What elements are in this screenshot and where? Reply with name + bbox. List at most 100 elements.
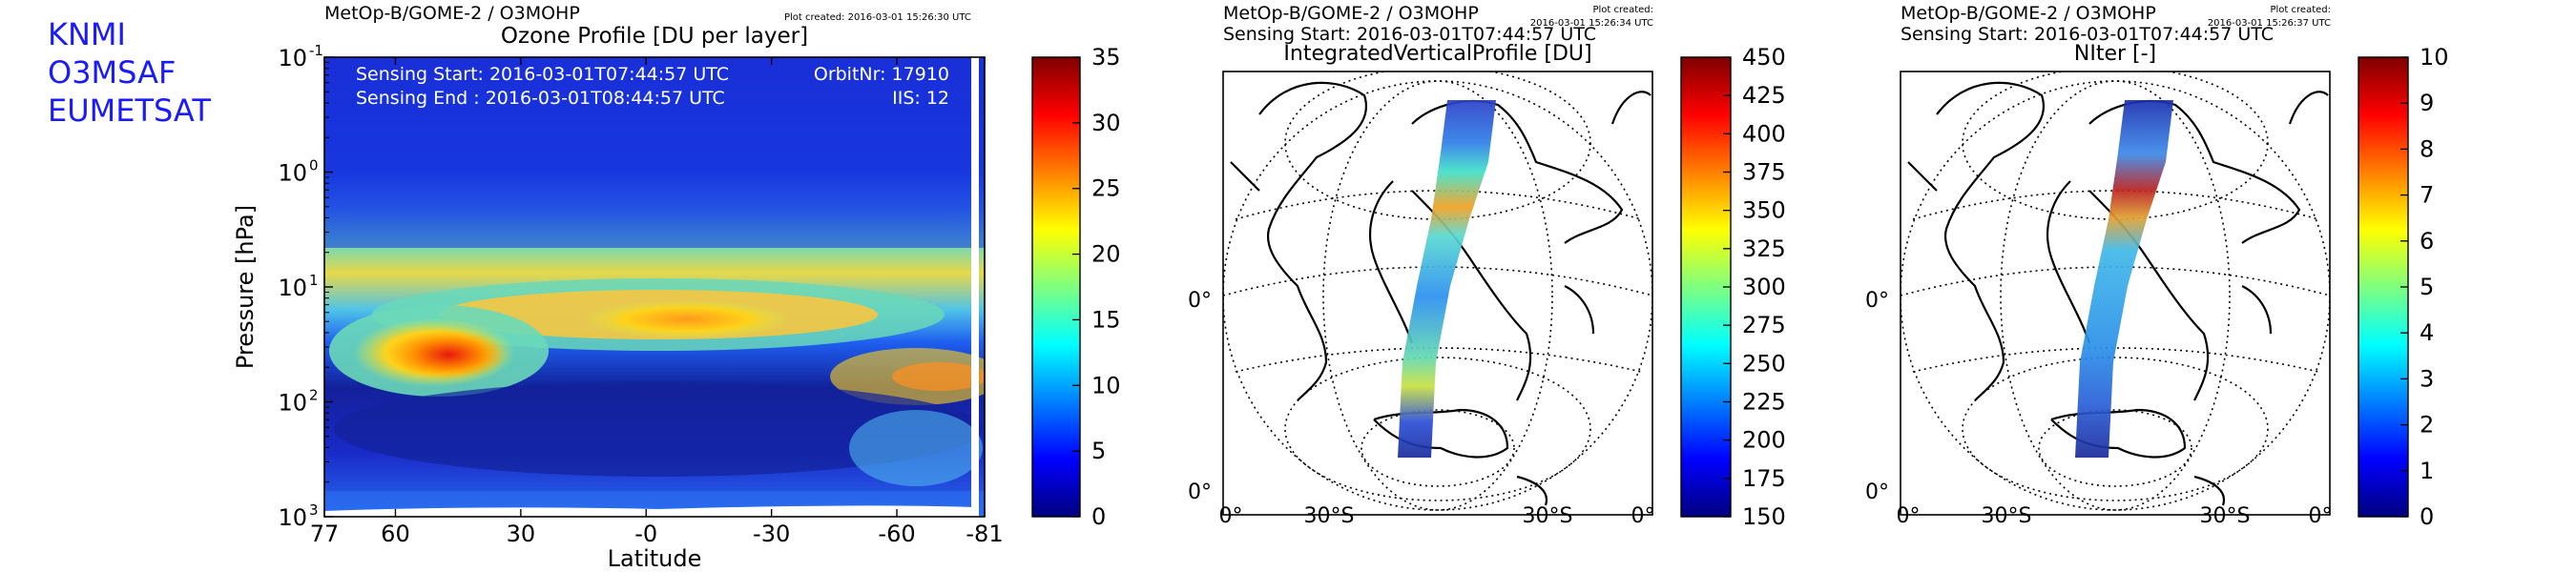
plot-created: 2016-03-01 15:26:34 UTC <box>1530 18 1653 29</box>
y-tick-label: 10 <box>278 504 307 531</box>
colorbar-tick-label: 20 <box>1091 241 1121 268</box>
panel-header: MetOp-B/GOME-2 / O3MOHP <box>324 3 580 24</box>
y-tick-label: 10 <box>278 275 307 301</box>
colorbar-tick-label: 325 <box>1742 235 1786 262</box>
x-axis: 77 60 30 -0 -30 -60 -81 <box>310 57 1004 547</box>
colorbar-tick-label: 35 <box>1091 44 1121 71</box>
map-area <box>1901 72 2330 511</box>
colorbar-tick-label: 10 <box>2420 44 2449 71</box>
panel-niter-map: MetOp-B/GOME-2 / O3MOHP Plot created: 20… <box>1865 3 2449 530</box>
satellite-swath <box>2075 100 2173 458</box>
panel-header: MetOp-B/GOME-2 / O3MOHP <box>1901 3 2156 24</box>
colorbar-tick-label: 0 <box>1091 503 1106 530</box>
lat-label: 0° <box>1865 480 1889 504</box>
x-tick-label: -60 <box>878 521 915 547</box>
colorbar-tick-label: 225 <box>1742 389 1786 416</box>
colorbar-tick-label: 350 <box>1742 197 1786 224</box>
colorbar-ticks: 150 175 200 225 250 275 300 325 350 375 400 425 450 <box>1723 44 1786 530</box>
lon-label: 30°S <box>1982 504 2032 528</box>
colorbar-tick-label: 2 <box>2420 412 2434 439</box>
sensing-end: Sensing End : 2016-03-01T08:44:57 UTC <box>356 88 725 109</box>
y-tick-label: 10 <box>278 45 307 72</box>
chart-title: Ozone Profile [DU per layer] <box>501 24 808 49</box>
panel-integrated-profile-map: MetOp-B/GOME-2 / O3MOHP Plot created: 20… <box>1188 3 1786 530</box>
colorbar-tick-label: 250 <box>1742 350 1786 377</box>
plot-created-label: Plot created: <box>2271 5 2332 15</box>
colorbar-ticks: 0 5 10 15 20 25 30 35 <box>1072 44 1121 530</box>
lon-label: 30°S <box>1304 504 1355 528</box>
colorbar <box>1031 56 1081 518</box>
org-eumetsat: EUMETSAT <box>48 92 211 129</box>
org-knmi: KNMI <box>48 16 126 52</box>
lon-label: 0° <box>1897 504 1921 528</box>
colorbar-tick-label: 400 <box>1742 120 1786 147</box>
colorbar-ticks: 0 1 2 3 4 5 6 7 8 9 10 <box>2400 44 2449 530</box>
y-tick-exponent: 0 <box>309 157 319 174</box>
colorbar-tick-label: 375 <box>1742 159 1786 186</box>
x-tick-label: -81 <box>966 521 1003 547</box>
y-tick-exponent: 1 <box>309 272 319 289</box>
x-tick-label: 77 <box>310 521 340 547</box>
colorbar-tick-label: 175 <box>1742 465 1786 492</box>
org-o3msaf: O3MSAF <box>48 54 177 91</box>
colorbar-tick-label: 15 <box>1091 306 1121 333</box>
colorbar-tick-label: 275 <box>1742 312 1786 338</box>
x-tick-label: -30 <box>753 521 790 547</box>
lon-label: 30°S <box>1523 504 1573 528</box>
colorbar-tick-label: 450 <box>1742 44 1786 71</box>
colorbar-tick-label: 425 <box>1742 82 1786 109</box>
chart-title: NIter [-] <box>2074 42 2156 66</box>
lat-label: 0° <box>1188 480 1212 504</box>
map-area <box>1223 72 1652 511</box>
orbit-number: OrbitNr: 17910 <box>814 64 949 85</box>
colorbar-tick-label: 6 <box>2420 228 2434 255</box>
colorbar-tick-label: 5 <box>1091 438 1106 464</box>
colorbar-tick-label: 25 <box>1091 175 1121 202</box>
iis-value: IIS: 12 <box>892 88 949 109</box>
lat-label: 0° <box>1865 289 1889 313</box>
colorbar-tick-label: 3 <box>2420 365 2434 392</box>
x-tick-label: 30 <box>507 521 536 547</box>
map-frame <box>1222 71 1653 516</box>
colorbar-tick-label: 0 <box>2420 503 2434 530</box>
colorbar-tick-label: 5 <box>2420 274 2434 300</box>
lon-label: 0° <box>2309 504 2333 528</box>
sensing-start: Sensing Start: 2016-03-01T07:44:57 UTC <box>1223 24 1596 45</box>
colorbar-tick-label: 10 <box>1091 372 1121 398</box>
plot-created: Plot created: 2016-03-01 15:26:30 UTC <box>784 12 971 23</box>
y-tick-exponent: -1 <box>309 42 323 59</box>
sensing-start: Sensing Start: 2016-03-01T07:44:57 UTC <box>1901 24 2274 45</box>
colorbar-tick-label: 8 <box>2420 135 2434 162</box>
y-tick-label: 10 <box>278 160 307 187</box>
colorbar-tick-label: 150 <box>1742 503 1786 530</box>
colorbar-tick-label: 7 <box>2420 182 2434 209</box>
heatmap-field <box>324 57 985 517</box>
coastlines <box>1907 81 2329 506</box>
colorbar-tick-label: 4 <box>2420 319 2434 346</box>
colorbar-tick-label: 200 <box>1742 427 1786 454</box>
lat-label: 0° <box>1188 289 1212 313</box>
y-tick-label: 10 <box>278 390 307 417</box>
plot-created: 2016-03-01 15:26:37 UTC <box>2208 18 2331 29</box>
lon-label: 0° <box>1631 504 1655 528</box>
x-tick-label: -0 <box>634 521 657 547</box>
y-axis-label: Pressure [hPa] <box>232 205 259 369</box>
colorbar <box>1680 56 1732 518</box>
lon-label: 0° <box>1219 504 1243 528</box>
sensing-start: Sensing Start: 2016-03-01T07:44:57 UTC <box>356 64 729 85</box>
x-tick-label: 60 <box>381 521 410 547</box>
colorbar-tick-label: 300 <box>1742 274 1786 300</box>
panel-header: MetOp-B/GOME-2 / O3MOHP <box>1223 3 1479 24</box>
colorbar-tick-label: 30 <box>1091 110 1121 136</box>
colorbar <box>2358 56 2409 518</box>
map-frame <box>1900 71 2331 516</box>
colorbar-tick-label: 1 <box>2420 458 2434 484</box>
satellite-swath <box>1398 100 1496 458</box>
y-tick-exponent: 2 <box>309 387 319 404</box>
chart-title: IntegratedVerticalProfile [DU] <box>1283 42 1591 66</box>
y-tick-exponent: 3 <box>309 501 319 519</box>
lon-label: 30°S <box>2200 504 2251 528</box>
